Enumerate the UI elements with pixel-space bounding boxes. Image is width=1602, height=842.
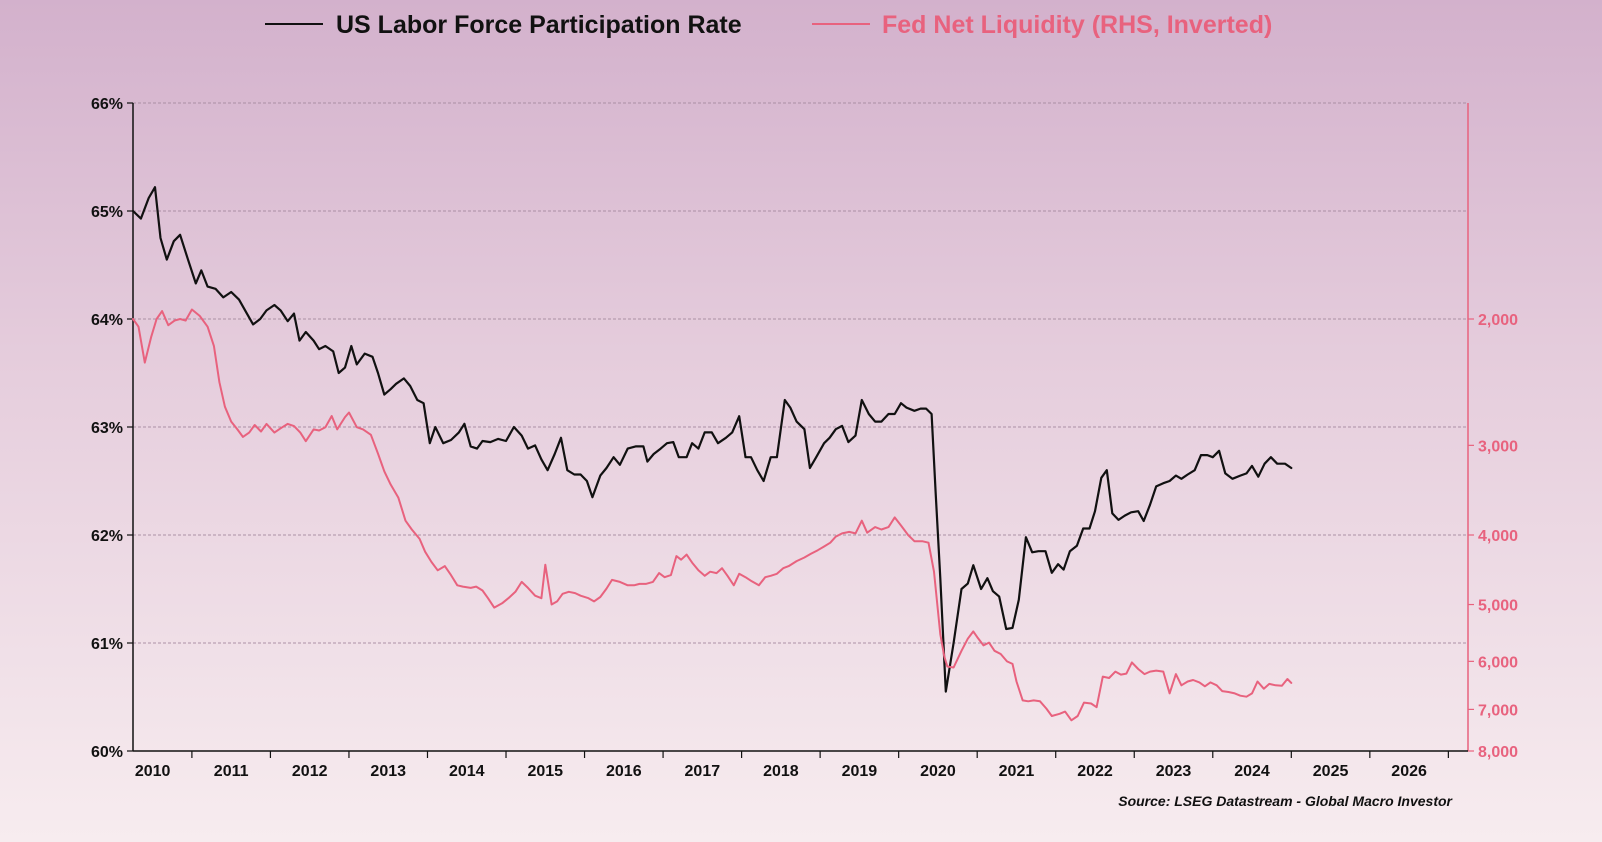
x-tick-label: 2025: [1313, 763, 1349, 780]
x-tick-label: 2014: [449, 763, 485, 780]
y-left-tick-label: 64%: [91, 312, 123, 329]
y-right-tick-label: 6,000: [1478, 654, 1518, 671]
x-tick-label: 2022: [1077, 763, 1113, 780]
y-right-tick-label: 8,000: [1478, 744, 1518, 761]
series-labor-force: [131, 186, 1293, 693]
x-tick-label: 2011: [214, 763, 249, 780]
y-left-tick-label: 62%: [91, 528, 123, 545]
y-right-tick-label: 5,000: [1478, 598, 1518, 615]
y-left-tick-label: 60%: [91, 744, 123, 761]
y-left-tick-label: 61%: [91, 636, 123, 653]
legend-label-liquidity: Fed Net Liquidity (RHS, Inverted): [882, 11, 1272, 39]
x-tick-label: 2017: [685, 763, 721, 780]
y-right-tick-label: 3,000: [1478, 438, 1518, 455]
gridlines: [133, 102, 1468, 644]
x-tick-label: 2023: [1156, 763, 1192, 780]
x-tick-label: 2020: [920, 763, 956, 780]
legend-label-labor: US Labor Force Participation Rate: [336, 11, 742, 39]
series-net-liquidity: [132, 308, 1293, 722]
y-left-tick-label: 65%: [91, 204, 123, 221]
y-right-tick-label: 2,000: [1478, 312, 1518, 329]
x-tick-label: 2021: [999, 763, 1035, 780]
axes: 60% 61% 62% 63% 64% 65% 66% 2,000 3,000 4,000 5,00…: [91, 96, 1518, 780]
y-left-tick-label: 63%: [91, 420, 123, 437]
x-tick-label: 2016: [606, 763, 642, 780]
x-tick-label: 2026: [1391, 763, 1427, 780]
y-right-tick-label: 4,000: [1478, 528, 1518, 545]
x-tick-label: 2015: [527, 763, 563, 780]
x-tick-label: 2012: [292, 763, 328, 780]
legend: US Labor Force Participation Rate Fed Ne…: [265, 11, 1272, 39]
source-note: Source: LSEG Datastream - Global Macro I…: [1118, 793, 1453, 809]
series-lines: [131, 186, 1293, 722]
y-right-tick-label: 7,000: [1478, 702, 1518, 719]
x-tick-label: 2019: [842, 763, 878, 780]
x-tick-label: 2024: [1234, 763, 1270, 780]
x-tick-label: 2010: [135, 763, 171, 780]
x-tick-label: 2018: [763, 763, 799, 780]
y-left-tick-label: 66%: [91, 96, 123, 113]
x-tick-label: 2013: [370, 763, 406, 780]
